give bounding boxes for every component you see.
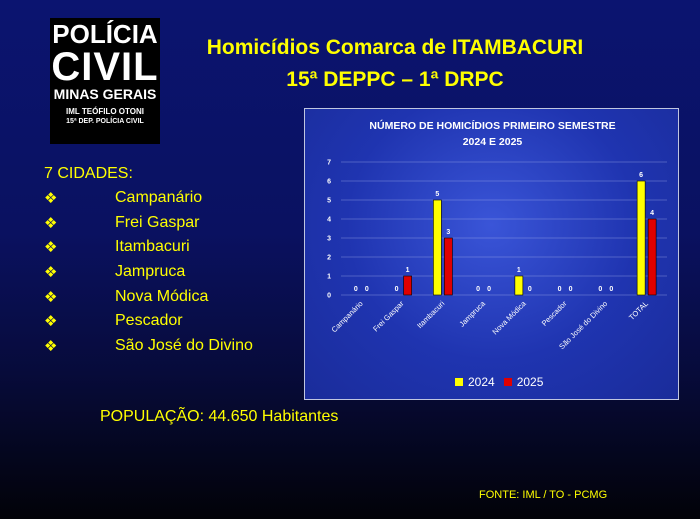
diamond-bullet-icon: ❖ — [44, 288, 58, 306]
y-tick-label: 6 — [327, 179, 331, 186]
data-label: 0 — [609, 286, 613, 293]
data-label: 3 — [446, 229, 450, 236]
city-name: Frei Gaspar — [115, 213, 200, 231]
city-name: Jampruca — [115, 263, 186, 281]
data-label: 5 — [435, 191, 439, 198]
policia-civil-logo: POLÍCIA CIVIL MINAS GERAIS IML TEÓFILO O… — [50, 18, 160, 144]
x-tick-label: Nova Módica — [490, 298, 528, 336]
y-tick-label: 1 — [327, 274, 331, 281]
data-label: 0 — [395, 286, 399, 293]
bar-2024 — [636, 180, 646, 296]
legend-swatch — [503, 378, 512, 386]
bar-2024 — [514, 275, 524, 296]
x-tick-label: Pescador — [540, 299, 569, 328]
y-tick-label: 7 — [327, 160, 331, 167]
city-name: Campanário — [115, 189, 203, 207]
population-text: POPULAÇÃO: 44.650 Habitantes — [100, 408, 339, 425]
city-item: ❖ Pescador — [44, 309, 253, 334]
diamond-bullet-icon: ❖ — [44, 239, 58, 257]
legend-swatch — [455, 378, 463, 386]
legend-item: 2024 — [455, 375, 495, 389]
bar-2024 — [433, 199, 442, 296]
bar-2025 — [647, 218, 657, 296]
logo-line-civil: CIVIL — [51, 45, 159, 89]
source-text: FONTE: IML / TO - PCMG — [479, 489, 608, 501]
y-tick-label: 5 — [327, 198, 331, 205]
x-tick-label: Campanário — [330, 299, 365, 334]
logo-line-minas-gerais: MINAS GERAIS — [53, 86, 157, 102]
data-label: 0 — [569, 286, 573, 293]
page-subtitle: 15ª DEPPC – 1ª DRPC — [286, 68, 504, 91]
legend-label: 2025 — [516, 375, 544, 389]
data-label: 1 — [406, 267, 410, 274]
data-label: 0 — [365, 286, 369, 293]
data-label: 0 — [476, 286, 480, 293]
data-label: 0 — [354, 286, 358, 293]
y-tick-label: 3 — [327, 236, 331, 243]
legend-item: 2025 — [503, 375, 544, 389]
diamond-bullet-icon: ❖ — [44, 190, 58, 208]
data-label: 0 — [558, 286, 562, 293]
diamond-bullet-icon: ❖ — [44, 337, 58, 355]
chart-title-line1: NÚMERO DE HOMICÍDIOS PRIMEIRO SEMESTRE — [369, 120, 616, 132]
city-item: ❖ Campanário — [44, 186, 253, 211]
city-item: ❖ Frei Gaspar — [44, 211, 253, 236]
y-tick-label: 2 — [327, 255, 331, 262]
city-name: Itambacuri — [115, 238, 190, 256]
homicides-chart: NÚMERO DE HOMICÍDIOS PRIMEIRO SEMESTRE 2… — [304, 108, 679, 400]
bar-2025 — [403, 275, 412, 296]
cities-heading: 7 CIDADES: — [44, 165, 133, 182]
city-item: ❖ Itambacuri — [44, 235, 253, 260]
city-list: ❖ Campanário ❖ Frei Gaspar ❖ Itambacuri ❖ Jampr… — [44, 186, 253, 358]
data-label: 0 — [487, 286, 491, 293]
y-tick-label: 4 — [327, 217, 331, 224]
y-tick-label: 0 — [327, 293, 331, 300]
diamond-bullet-icon: ❖ — [44, 264, 58, 282]
city-item: ❖ Jampruca — [44, 260, 253, 285]
city-name: Pescador — [115, 312, 183, 330]
data-label: 6 — [639, 172, 643, 179]
logo-line-policia: POLÍCIA — [52, 19, 158, 49]
chart-title-line2: 2024 E 2025 — [462, 136, 523, 148]
data-label: 0 — [528, 286, 532, 293]
x-tick-label: Frei Gaspar — [371, 299, 406, 334]
chart-title: NÚMERO DE HOMICÍDIOS PRIMEIRO SEMESTRE 2… — [305, 118, 680, 150]
city-name: São José do Divino — [115, 336, 253, 354]
data-label: 1 — [517, 267, 521, 274]
city-name: Nova Módica — [115, 287, 209, 305]
city-item: ❖ São José do Divino — [44, 334, 253, 359]
x-tick-label: Itambacuri — [415, 299, 446, 330]
page-title: Homicídios Comarca de ITAMBACURI — [206, 36, 584, 59]
legend-label: 2024 — [468, 375, 495, 389]
data-label: 0 — [598, 286, 602, 293]
bar-2025 — [444, 237, 453, 296]
data-label: 4 — [650, 210, 654, 217]
logo-line-dep: 15ª DEP. POLÍCIA CIVIL — [66, 118, 144, 125]
city-item: ❖ Nova Módica — [44, 284, 253, 309]
x-tick-label: Jampruca — [457, 298, 487, 328]
chart-legend: 2024 2025 — [455, 375, 552, 389]
x-tick-label: TOTAL — [627, 299, 650, 322]
diamond-bullet-icon: ❖ — [44, 214, 58, 232]
diamond-bullet-icon: ❖ — [44, 313, 58, 331]
logo-line-iml: IML TEÓFILO OTONI — [66, 107, 144, 116]
